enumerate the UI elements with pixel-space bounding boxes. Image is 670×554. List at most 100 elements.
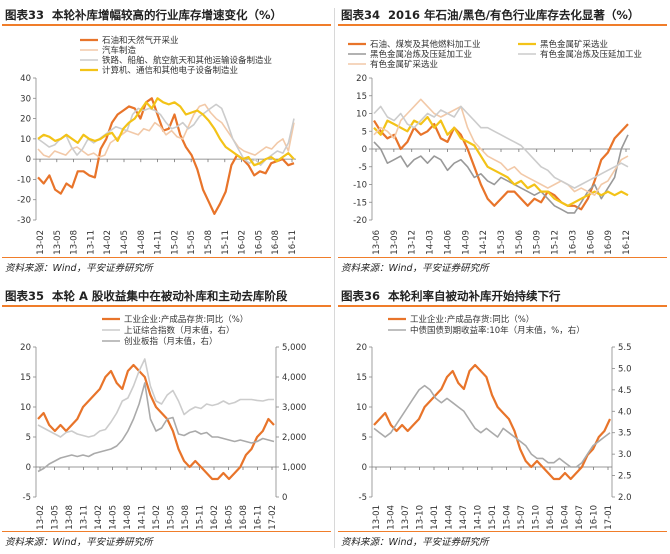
series-line	[373, 363, 611, 481]
x-tick-label: 13-09	[390, 230, 400, 255]
y2-tick-label: 4.0	[618, 407, 632, 417]
y-tick-label: -5	[23, 493, 31, 503]
series-line	[37, 103, 295, 158]
x-tick-label: 15-04	[503, 505, 513, 530]
x-tick-label: 14-04	[445, 505, 455, 530]
x-tick-label: 13-02	[36, 230, 46, 255]
x-tick-label: 14-03	[426, 230, 436, 255]
y-tick-label: 20	[356, 74, 367, 84]
x-tick-label: 14-08	[137, 230, 147, 255]
x-tick-label: 15-02	[170, 230, 180, 255]
source-note: 资料来源：Wind，平安证券研究所	[2, 531, 331, 548]
y-tick-label: 15	[356, 373, 367, 383]
x-tick-label: 14-05	[109, 505, 119, 530]
x-tick-label: 15-12	[551, 230, 561, 255]
series-line	[37, 358, 274, 438]
x-tick-label: 14-05	[120, 230, 130, 255]
y-tick-label: -20	[17, 196, 31, 206]
x-tick-label: 13-04	[387, 505, 397, 530]
y-tick-label: 0	[362, 145, 367, 155]
legend-label: 上证综合指数（月末值，右）	[124, 325, 235, 336]
y-tick-label: 20	[20, 343, 31, 353]
y2-tick-label: 3,000	[282, 403, 306, 413]
source-text: 资料来源：Wind，平安证券研究所	[5, 263, 153, 274]
chart-title: 本轮 A 股收益集中在被动补库和主动去库阶段	[52, 289, 288, 303]
panel-divider	[334, 8, 335, 548]
series-line	[37, 97, 295, 215]
x-tick-label: 14-06	[443, 230, 453, 255]
y2-tick-label: 4,000	[282, 373, 306, 383]
x-tick-label: 15-09	[533, 230, 543, 255]
x-tick-label: 13-07	[401, 505, 411, 530]
x-tick-label: 16-02	[210, 505, 220, 530]
legend-label: 工业企业:产成品存货:同比（%）	[410, 314, 534, 325]
x-tick-label: 15-02	[152, 505, 162, 530]
y2-tick-label: 2,000	[282, 433, 306, 443]
legend-label: 黑色金属矿采选业	[540, 39, 608, 50]
chart-title: 本轮补库增幅较高的行业库存增速变化（%）	[52, 8, 283, 22]
series-line	[37, 363, 275, 481]
x-tick-label: 15-08	[181, 505, 191, 530]
y-tick-label: -30	[17, 216, 31, 226]
x-tick-label: 13-11	[80, 505, 90, 530]
y-tick-label: 0	[26, 463, 31, 473]
y-tick-label: 5	[362, 127, 367, 137]
chart-panel-33: 图表33 本轮补库增幅较高的行业库存增速变化（%） -30 -20 -10 0 10 20…	[2, 4, 331, 274]
x-tick-label: 13-08	[70, 230, 80, 255]
y2-tick-label: 5,000	[282, 343, 306, 353]
legend-label: 有色金属冶炼及压延加工业	[540, 49, 642, 60]
y2-tick-label: 5.0	[618, 364, 632, 374]
x-tick-label: 16-02	[238, 230, 248, 255]
series-line	[37, 382, 275, 473]
panel-title-bar: 图表34 2016 年石油/黑色/有色行业库存去化显著（%）	[338, 4, 667, 26]
x-tick-label: 14-02	[94, 505, 104, 530]
chart-panel-36: 图表36 本轮利率自被动补库开始持续下行 -5 0 5 10 15 20 2.0 2.5 3.0…	[338, 285, 667, 550]
chart-svg: -30 -20 -10 0 10 20 30 40 13-02 13-05 13-08 13-11 14…	[17, 35, 298, 255]
x-tick-label: 16-05	[225, 505, 235, 530]
x-tick-label: 14-11	[138, 505, 148, 530]
figure-number: 图表35	[5, 289, 45, 303]
chart-title: 2016 年石油/黑色/有色行业库存去化显著（%）	[388, 8, 640, 22]
y-tick-label: -20	[353, 216, 367, 226]
chart-title: 本轮利率自被动补库开始持续下行	[388, 289, 561, 303]
y-tick-label: 10	[20, 403, 31, 413]
series-line	[373, 98, 629, 196]
x-tick-label: 15-05	[187, 230, 197, 255]
chart-panel-34: 图表34 2016 年石油/黑色/有色行业库存去化显著（%） -20 -15 -10…	[338, 4, 667, 274]
legend-label: 石油、煤炭及其他燃料加工业	[370, 39, 481, 50]
x-tick-label: 16-07	[575, 505, 585, 530]
x-tick-label: 13-05	[53, 230, 63, 255]
y-tick-label: 5	[362, 433, 367, 443]
series-line	[37, 97, 295, 167]
y2-tick-label: 2.0	[618, 493, 632, 503]
x-tick-label: 14-07	[459, 505, 469, 530]
x-tick-label: 15-11	[196, 505, 206, 530]
x-tick-label: 16-12	[622, 230, 632, 255]
x-tick-label: 16-08	[239, 505, 249, 530]
y-tick-label: -15	[353, 198, 367, 208]
legend-label: 黑色金属冶炼及压延加工业	[370, 49, 472, 60]
x-tick-label: 13-05	[51, 505, 61, 530]
legend-label: 石油和天然气开采业	[102, 35, 179, 46]
x-tick-label: 13-06	[372, 230, 382, 255]
panel-title-bar: 图表36 本轮利率自被动补库开始持续下行	[338, 285, 667, 307]
source-note: 资料来源：Wind，平安证券研究所	[338, 531, 667, 548]
x-tick-label: 14-02	[103, 230, 113, 255]
y-tick-label: 20	[356, 343, 367, 353]
panel-title-bar: 图表33 本轮补库增幅较高的行业库存增速变化（%）	[2, 4, 331, 26]
y-tick-label: 30	[20, 94, 31, 104]
x-tick-label: 13-01	[372, 505, 382, 530]
x-tick-label: 15-10	[532, 505, 542, 530]
x-tick-label: 15-05	[167, 505, 177, 530]
legend-label: 创业板指（月末值，右）	[124, 336, 218, 347]
figure-number: 图表36	[341, 289, 381, 303]
chart-svg: -5 0 5 10 15 20 0 1,000 2,000 3,000 4,000 5,000 13-0…	[20, 314, 306, 530]
x-tick-label: 14-08	[123, 505, 133, 530]
series-line	[373, 384, 611, 468]
x-tick-label: 13-12	[408, 230, 418, 255]
x-tick-label: 15-06	[515, 230, 525, 255]
x-tick-label: 13-10	[416, 505, 426, 530]
y-tick-label: 15	[20, 373, 31, 383]
x-tick-label: 16-08	[271, 230, 281, 255]
y2-tick-label: 3.0	[618, 450, 632, 460]
